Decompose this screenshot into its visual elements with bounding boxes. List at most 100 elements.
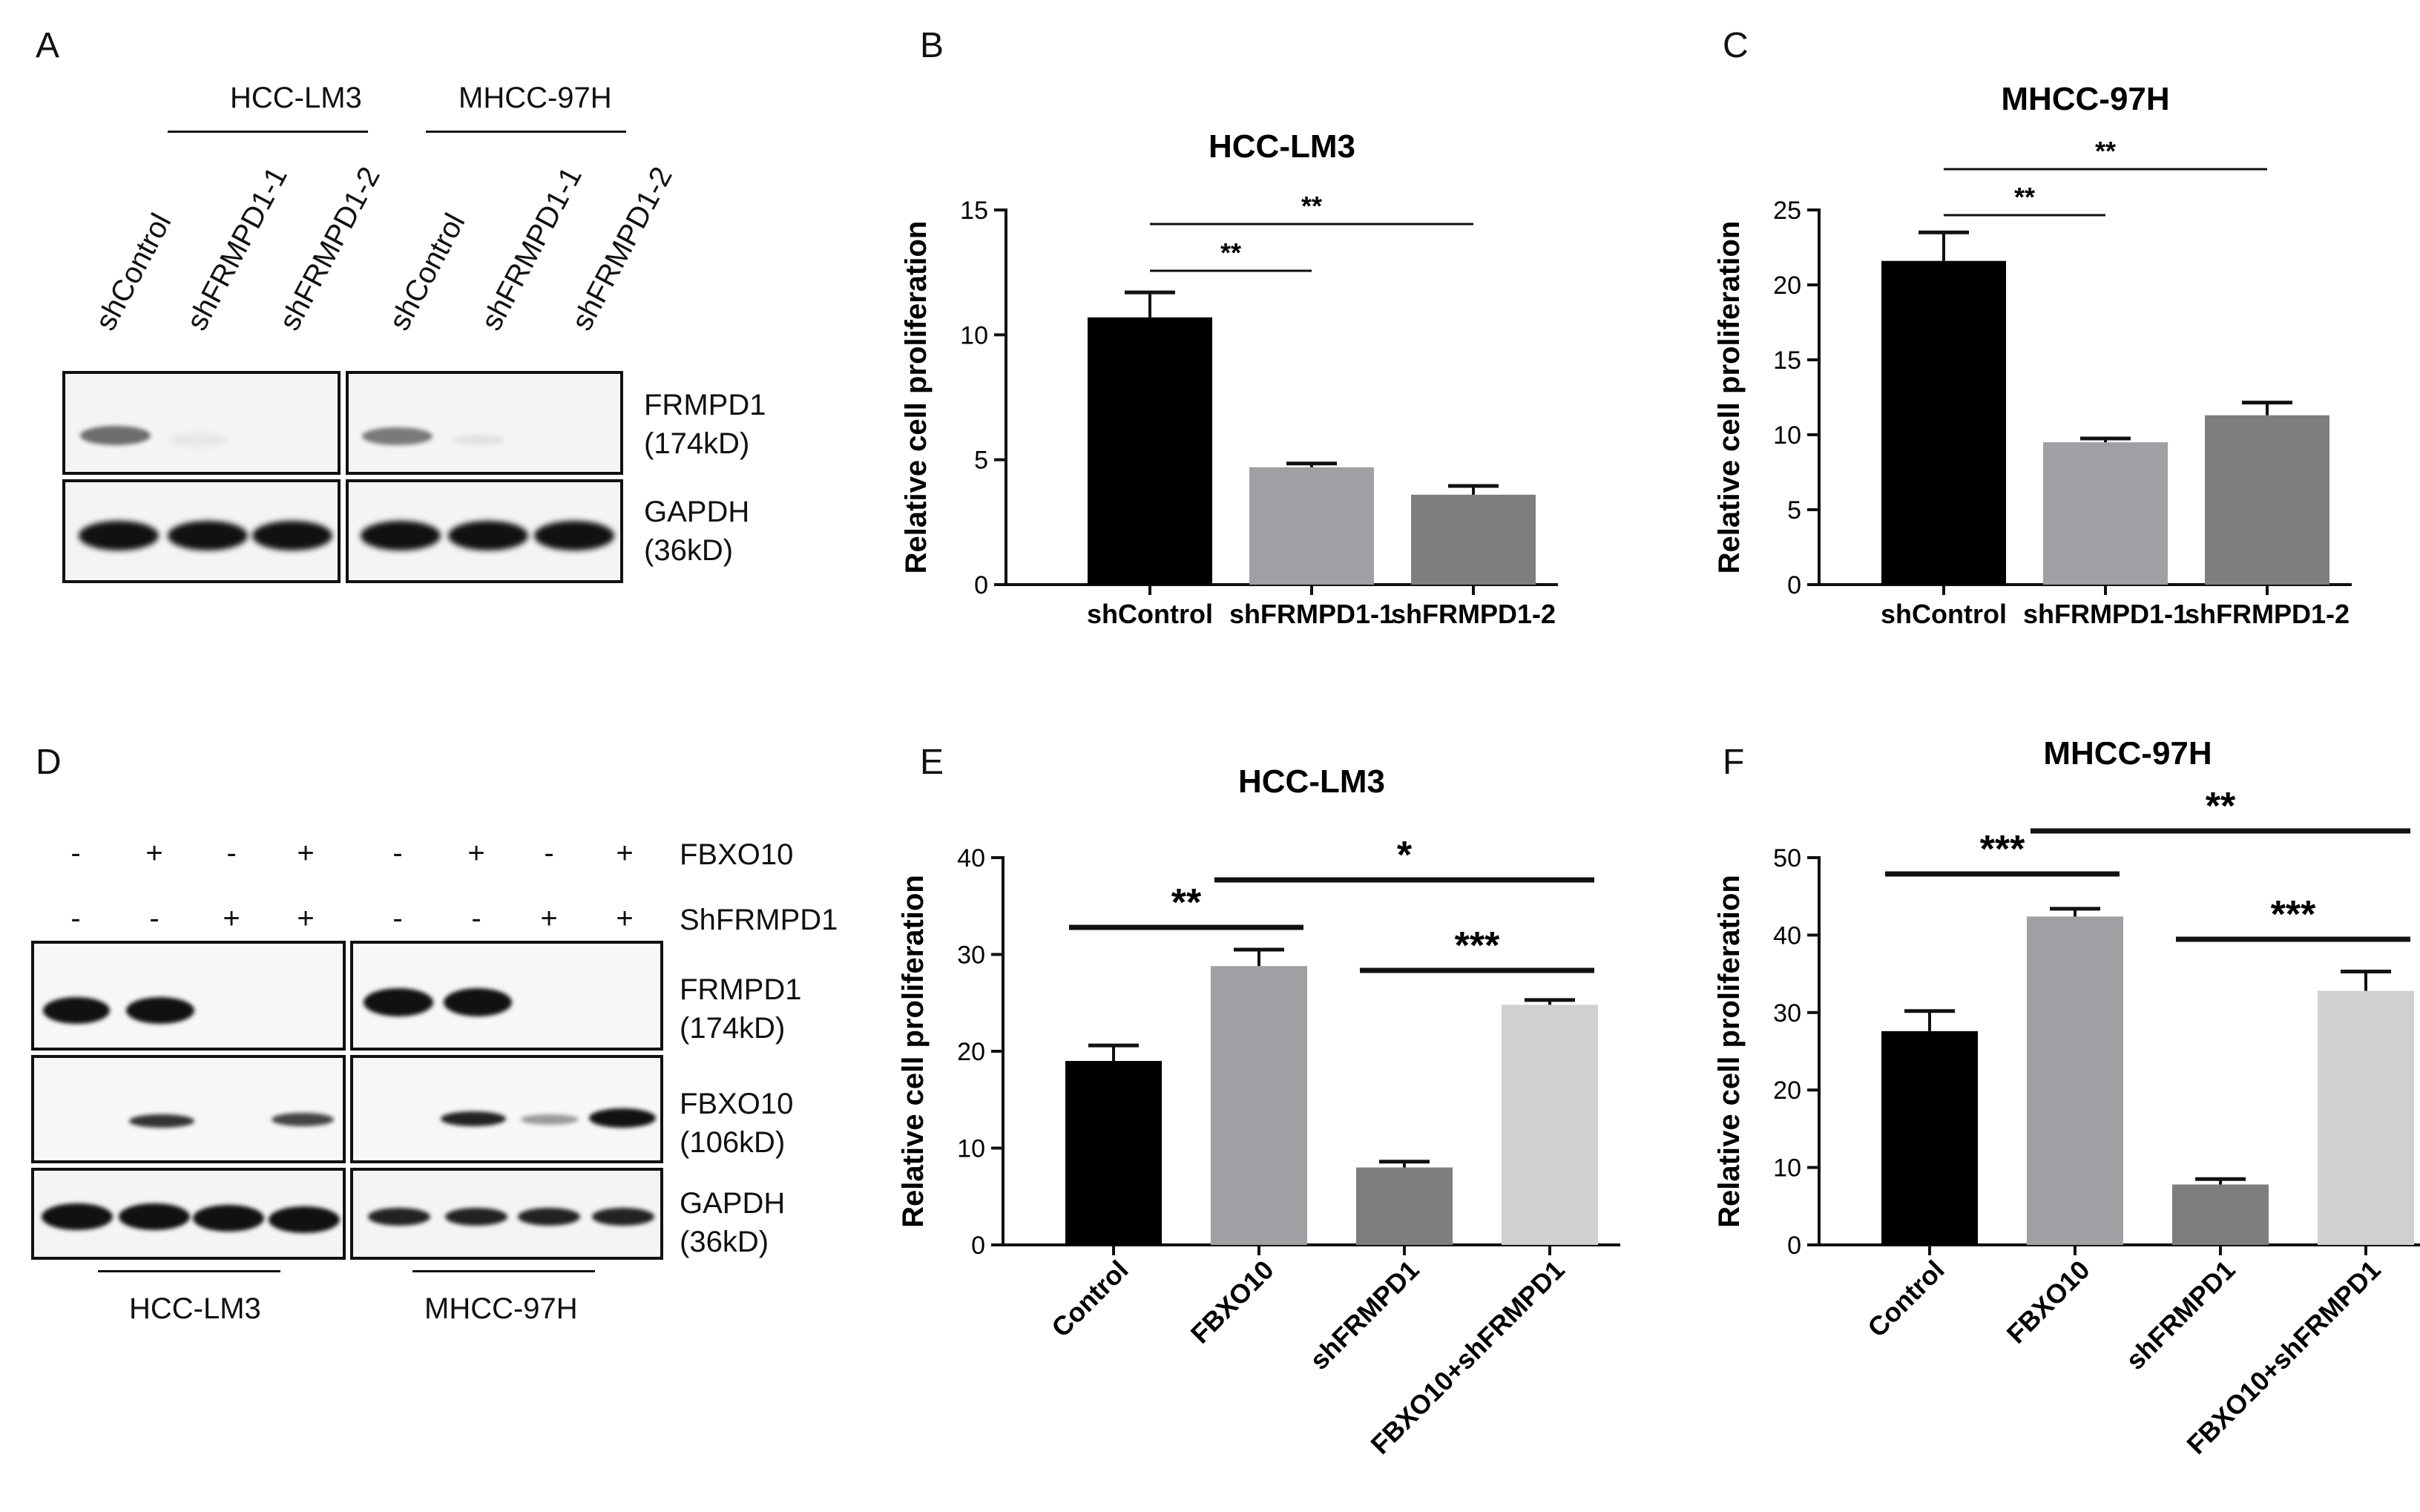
panel-d-blot-frmpd1-left <box>31 941 346 1051</box>
chart-c-ytick-label: 10 <box>1773 421 1801 450</box>
panel-a-group-2-line <box>426 131 626 133</box>
chart-f-ytick-label: 20 <box>1773 1077 1801 1105</box>
chart-panel-f: F MHCC-97H Relative cell proliferation 0 10… <box>1662 735 2420 1508</box>
chart-c-title: MHCC-97H <box>2001 81 2169 117</box>
chart-f-bar <box>2027 916 2123 1245</box>
chart-f-sig-label: ** <box>2206 785 2236 828</box>
panel-d-sign: + <box>467 837 485 870</box>
panel-d-sign: + <box>145 837 163 870</box>
chart-e-bar <box>1211 966 1307 1245</box>
chart-e-ytick-label: 30 <box>957 941 985 970</box>
chart-e-ylabel: Relative cell proliferation <box>897 875 930 1228</box>
panel-a-row-2-kd: (36kD) <box>644 534 734 567</box>
chart-c-ytick-label: 15 <box>1773 346 1801 375</box>
chart-c-bar <box>1881 260 2006 585</box>
chart-b-ytick-label: 0 <box>974 571 988 599</box>
panel-d-sign: - <box>70 837 81 870</box>
chart-f-ytick-label: 0 <box>1787 1232 1801 1260</box>
chart-c-sig-label: ** <box>2014 182 2035 212</box>
panel-a: A HCC-LM3 MHCC-97H shControl shFRMPD1-1 … <box>0 0 861 668</box>
chart-f-xtick-label: Control <box>1861 1255 1950 1343</box>
panel-d-sign: + <box>223 902 240 935</box>
panel-d-row-3-kd: (36kD) <box>680 1226 769 1258</box>
panel-a-blot-frmpd1-right <box>346 371 623 475</box>
chart-b-bar <box>1411 494 1536 585</box>
chart-f-xtick-label: shFRMPD1 <box>2120 1255 2240 1375</box>
panel-d-blot-fbxo10-left <box>31 1055 346 1163</box>
chart-f-bar <box>2172 1184 2269 1245</box>
panel-d: D - + - + - + - + FBXO10 - - + + - - + +… <box>0 0 861 1508</box>
chart-e-title: HCC-LM3 <box>1238 763 1385 800</box>
chart-f-ylabel: Relative cell proliferation <box>1713 875 1746 1228</box>
panel-d-sign: - <box>149 902 160 935</box>
panel-d-sign: + <box>540 902 558 935</box>
panel-a-blot-gapdh-right <box>346 479 623 583</box>
panel-d-blot-frmpd1-right <box>350 941 663 1051</box>
chart-f-sig-label: *** <box>1980 828 2025 871</box>
panel-d-sign: - <box>70 902 81 935</box>
panel-d-sign: + <box>297 902 315 935</box>
panel-d-blot-fbxo10-right <box>350 1055 663 1163</box>
panel-d-letter: D <box>36 743 62 782</box>
chart-e-ytick-label: 40 <box>957 844 985 872</box>
panel-d-row-1-kd: (174kD) <box>680 1012 786 1045</box>
chart-b: HCC-LM3 Relative cell proliferation 0 5 10 15… <box>900 128 1558 629</box>
panel-d-row-3-name: GAPDH <box>680 1187 786 1220</box>
panel-a-row-1-name: FRMPD1 <box>644 389 766 421</box>
chart-e-xtick-label: shFRMPD1 <box>1303 1255 1424 1375</box>
chart-b-bar <box>1088 317 1212 585</box>
chart-b-xtick-label: shControl <box>1087 599 1213 629</box>
panel-a-row-1-kd: (174kD) <box>644 427 750 460</box>
chart-f-title: MHCC-97H <box>2043 742 2212 772</box>
chart-e-sig-label: ** <box>1171 881 1202 924</box>
chart-b-ytick-label: 15 <box>960 197 988 225</box>
chart-panel-e: E HCC-LM3 Relative cell proliferation 0 10 2… <box>861 742 1632 1508</box>
chart-f-xtick-label: FBXO10 <box>2001 1255 2096 1350</box>
chart-c-xtick-label: shFRMPD1-2 <box>2185 599 2350 629</box>
chart-b-sig-label: ** <box>1220 237 1241 268</box>
panel-a-row-2-name: GAPDH <box>644 496 750 528</box>
chart-c-xtick-label: shControl <box>1881 599 2007 629</box>
chart-b-bar <box>1249 467 1374 585</box>
chart-c-ytick-label: 5 <box>1787 496 1801 525</box>
chart-f-bar <box>1881 1031 1978 1245</box>
chart-e-xtick-label: FBXO10 <box>1185 1255 1280 1350</box>
chart-c-ylabel: Relative cell proliferation <box>1713 221 1746 574</box>
chart-c-ytick-label: 20 <box>1773 272 1801 300</box>
panel-d-row-1-name: FRMPD1 <box>680 973 802 1006</box>
chart-f-sig-label: *** <box>2271 893 2316 936</box>
chart-b-ytick-label: 10 <box>960 321 988 349</box>
chart-f: MHCC-97H Relative cell proliferation 0 10 20… <box>1713 735 2420 1460</box>
panel-d-condition-1: FBXO10 <box>680 838 794 871</box>
panel-d-group-1: HCC-LM3 <box>129 1292 261 1325</box>
chart-b-sig-label: ** <box>1301 191 1322 221</box>
chart-c-ytick-label: 25 <box>1773 197 1801 225</box>
chart-c-bar <box>2043 442 2168 585</box>
panel-a-blot-frmpd1-left <box>62 371 341 475</box>
chart-e-ytick-label: 10 <box>957 1135 985 1163</box>
panel-d-sign: + <box>616 902 634 935</box>
chart-e-sig-label: * <box>1397 834 1413 877</box>
chart-e-bar <box>1356 1167 1453 1245</box>
panel-d-group-1-line <box>98 1270 280 1272</box>
chart-e-bar <box>1502 1005 1598 1245</box>
panel-a-group-1-line <box>168 131 368 133</box>
panel-d-sign: + <box>297 837 315 870</box>
chart-c: MHCC-97H Relative cell proliferation 0 5 10 1… <box>1713 81 2352 629</box>
panel-f-letter: F <box>1723 743 1745 782</box>
chart-e-bar <box>1065 1061 1162 1245</box>
panel-d-group-2: MHCC-97H <box>424 1292 578 1325</box>
panel-e-letter: E <box>920 743 944 782</box>
panel-a-group-2: MHCC-97H <box>458 82 612 114</box>
panel-d-sign: - <box>471 902 481 935</box>
panel-b-letter: B <box>920 26 944 65</box>
panel-d-sign: - <box>392 837 403 870</box>
panel-c-letter: C <box>1723 26 1749 65</box>
panel-d-row-2-name: FBXO10 <box>680 1088 794 1120</box>
panel-a-blot-gapdh-left <box>62 479 341 583</box>
chart-f-ytick-label: 10 <box>1773 1154 1801 1183</box>
chart-f-ytick-label: 30 <box>1773 999 1801 1028</box>
panel-d-condition-2: ShFRMPD1 <box>680 904 838 936</box>
chart-f-bar <box>2318 990 2414 1245</box>
chart-e-xtick-label: Control <box>1045 1255 1134 1343</box>
